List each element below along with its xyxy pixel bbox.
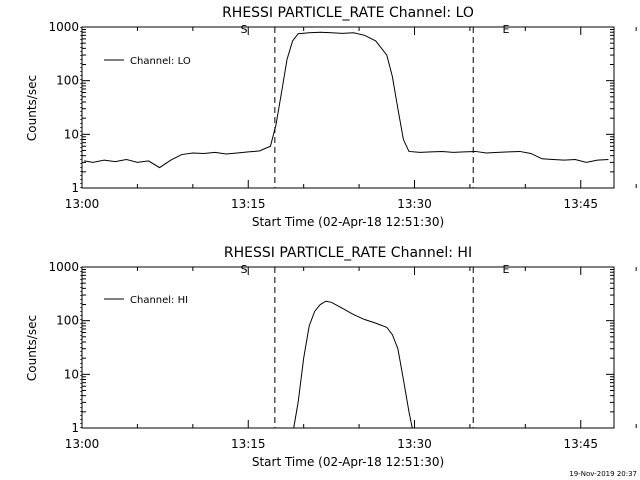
legend: Channel: HI: [104, 295, 188, 306]
series-group: [294, 301, 413, 428]
y-tick-label: 100: [56, 74, 79, 88]
y-axis: 1 10 100 1000: [48, 260, 614, 435]
legend-label: Channel: HI: [130, 295, 188, 306]
generation-timestamp: 19-Nov-2019 20:37: [569, 470, 637, 478]
x-tick-label: 13:15: [231, 437, 266, 451]
y-tick-label: 1000: [48, 20, 79, 34]
plot-frame: [82, 267, 614, 428]
x-tick-label: 13:30: [397, 437, 432, 451]
x-tick-label: 13:30: [397, 197, 432, 211]
chart-title: RHESSI PARTICLE_RATE Channel: LO: [222, 5, 474, 21]
x-axis-label: Start Time (02-Apr-18 12:51:30): [252, 455, 444, 469]
y-tick-label: 10: [64, 367, 79, 381]
legend-label: Channel: LO: [130, 56, 191, 67]
y-tick-label: 1000: [48, 260, 79, 274]
marker-label: S: [241, 263, 248, 276]
x-tick-label: 13:15: [231, 197, 266, 211]
series-group: [84, 32, 608, 167]
plot-frame: [82, 27, 614, 188]
marker-label: E: [503, 263, 510, 276]
y-axis-label: Counts/sec: [25, 75, 39, 141]
y-tick-label: 100: [56, 314, 79, 328]
lo-channel-panel: RHESSI PARTICLE_RATE Channel: LO 1101001…: [25, 5, 640, 229]
series-line: [294, 301, 413, 428]
y-tick-label: 1: [71, 421, 79, 435]
chart-title: RHESSI PARTICLE_RATE Channel: HI: [224, 245, 472, 261]
x-tick-label: 13:00: [65, 197, 100, 211]
marker-label: S: [241, 23, 248, 36]
y-axis: 1 10 100 1000: [48, 20, 614, 195]
x-tick-label: 13:45: [563, 197, 598, 211]
x-axis-label: Start Time (02-Apr-18 12:51:30): [252, 215, 444, 229]
marker-label: E: [503, 23, 510, 36]
y-tick-label: 1: [71, 181, 79, 195]
legend: Channel: LO: [104, 56, 191, 67]
y-tick-label: 10: [64, 127, 79, 141]
hi-channel-panel: RHESSI PARTICLE_RATE Channel: HI 1101001…: [25, 245, 640, 469]
x-tick-label: 13:00: [65, 437, 100, 451]
x-tick-label: 13:45: [563, 437, 598, 451]
y-axis-label: Counts/sec: [25, 315, 39, 381]
series-line: [84, 32, 608, 167]
